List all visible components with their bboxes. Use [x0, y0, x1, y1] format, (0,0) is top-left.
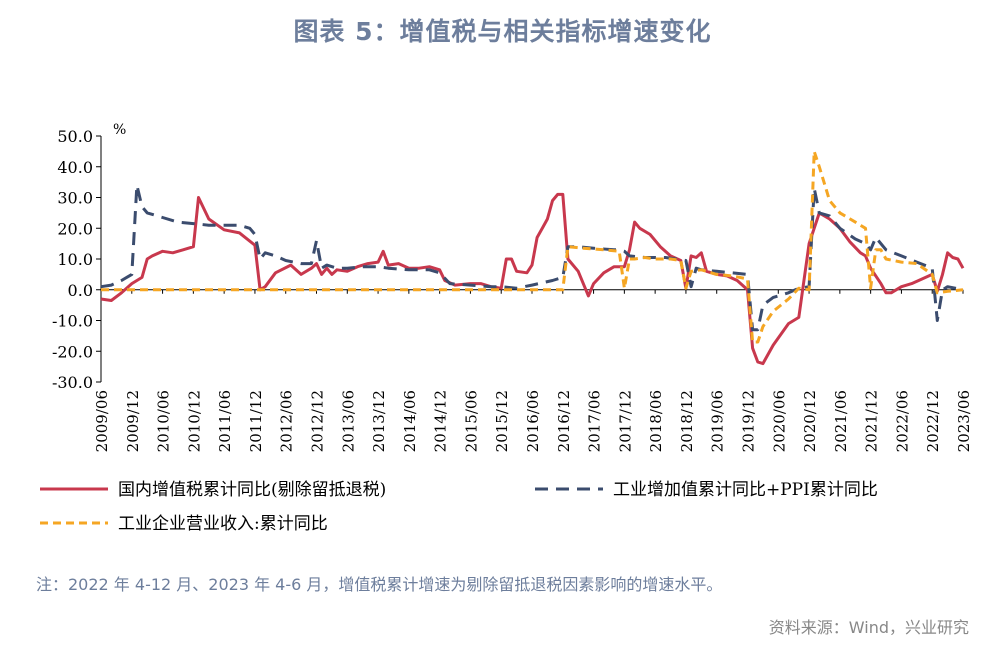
x-tick-label: 2015/12	[493, 390, 511, 452]
y-tick-label: 30.0	[57, 189, 93, 208]
x-tick-label: 2016/06	[524, 390, 542, 452]
x-tick-label: 2021/12	[863, 390, 881, 452]
x-tick-label: 2019/06	[709, 390, 727, 452]
axes: 50.0 40.0 30.0 20.0 10.0 0.0 -10.0 -20.0 -30.0% 2…	[52, 122, 973, 452]
chart-source: 资料来源：Wind，兴业研究	[768, 618, 969, 637]
legend-label-2: 工业增加值累计同比+PPI累计同比	[613, 480, 878, 500]
x-tick-label: 2016/12	[555, 390, 573, 452]
x-tick-label: 2012/06	[278, 390, 296, 452]
chart-title: 图表 5：增值税与相关指标增速变化	[293, 17, 712, 46]
y-axis-unit: %	[113, 122, 126, 138]
x-tick-label: 2011/12	[247, 390, 265, 452]
x-tick-label: 2023/06	[955, 390, 973, 452]
x-tick-label: 2013/06	[339, 390, 357, 452]
x-tick-label: 2020/12	[801, 390, 819, 452]
y-tick-label: -20.0	[52, 342, 93, 361]
y-tick-label: 10.0	[57, 250, 93, 269]
x-tick-label: 2017/06	[586, 390, 604, 452]
y-tick-label: -10.0	[52, 312, 93, 331]
x-tick-label: 2010/06	[155, 390, 173, 452]
x-tick-label: 2017/12	[616, 390, 634, 452]
y-tick-label: 50.0	[57, 127, 93, 146]
y-tick-label: 40.0	[57, 158, 93, 177]
series-line-2	[100, 183, 964, 332]
legend-label-1: 国内增值税累计同比(剔除留抵退税)	[118, 480, 386, 500]
series-line-1	[100, 192, 965, 366]
x-tick-label: 2014/06	[401, 390, 419, 452]
x-tick-label: 2010/12	[185, 390, 203, 452]
legend: 国内增值税累计同比(剔除留抵退税) 工业增加值累计同比+PPI累计同比工业企业营业…	[40, 480, 878, 534]
x-tick-label: 2021/06	[832, 390, 850, 452]
x-tick-label: 2014/12	[432, 390, 450, 452]
y-tick-label: 20.0	[57, 219, 93, 238]
y-tick-label: 0.0	[68, 281, 93, 300]
x-tick-label: 2019/12	[740, 390, 758, 452]
x-tick-label: 2012/12	[309, 390, 327, 452]
series-layer	[100, 149, 965, 366]
x-tick-label: 2011/06	[216, 390, 234, 452]
x-tick-label: 2009/12	[124, 390, 142, 452]
y-tick-label: -30.0	[52, 373, 93, 392]
x-tick-label: 2022/12	[924, 390, 942, 452]
chart-note: 注：2022 年 4-12 月、2023 年 4-6 月，增值税累计增速为剔除留…	[36, 575, 723, 594]
x-tick-label: 2018/12	[678, 390, 696, 452]
x-tick-label: 2013/12	[370, 390, 388, 452]
x-tick-label: 2018/06	[647, 390, 665, 452]
x-tick-label: 2020/06	[770, 390, 788, 452]
legend-label-3: 工业企业营业收入:累计同比	[118, 514, 328, 534]
x-tick-label: 2022/06	[893, 390, 911, 452]
x-tick-label: 2009/06	[93, 390, 111, 452]
x-tick-label: 2015/06	[462, 390, 480, 452]
series-line-3	[101, 149, 964, 344]
